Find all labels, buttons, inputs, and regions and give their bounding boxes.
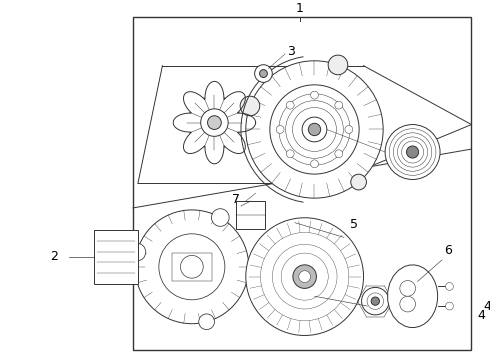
Circle shape xyxy=(400,296,416,312)
Circle shape xyxy=(208,116,221,130)
Text: 4: 4 xyxy=(477,309,485,322)
Circle shape xyxy=(293,108,337,152)
Circle shape xyxy=(255,65,272,82)
Circle shape xyxy=(286,101,343,158)
Circle shape xyxy=(389,129,436,175)
Polygon shape xyxy=(172,253,212,281)
Circle shape xyxy=(407,146,418,158)
Circle shape xyxy=(308,123,320,136)
Circle shape xyxy=(445,283,453,291)
Text: 2: 2 xyxy=(50,251,58,264)
Polygon shape xyxy=(236,201,266,229)
Circle shape xyxy=(281,253,328,300)
Circle shape xyxy=(371,297,379,305)
Circle shape xyxy=(201,109,228,136)
Text: 6: 6 xyxy=(444,244,452,257)
Circle shape xyxy=(276,126,284,134)
Circle shape xyxy=(293,265,317,288)
Circle shape xyxy=(286,150,294,158)
Text: 1: 1 xyxy=(296,2,304,15)
Circle shape xyxy=(180,256,203,278)
Circle shape xyxy=(261,233,349,321)
Circle shape xyxy=(393,133,432,171)
Circle shape xyxy=(362,287,389,315)
Circle shape xyxy=(311,91,319,99)
Text: 4: 4 xyxy=(483,300,490,312)
Bar xyxy=(94,230,138,284)
Circle shape xyxy=(199,314,215,330)
Circle shape xyxy=(299,271,311,283)
Circle shape xyxy=(311,160,319,168)
Text: 5: 5 xyxy=(350,218,358,231)
Circle shape xyxy=(367,293,384,309)
Circle shape xyxy=(272,244,337,309)
Text: 7: 7 xyxy=(232,193,240,206)
Circle shape xyxy=(246,218,364,336)
Circle shape xyxy=(240,96,260,116)
Circle shape xyxy=(286,101,294,109)
Circle shape xyxy=(385,125,440,180)
Circle shape xyxy=(400,280,416,296)
Circle shape xyxy=(135,210,249,324)
Circle shape xyxy=(212,209,229,226)
Circle shape xyxy=(402,141,423,163)
Circle shape xyxy=(397,137,428,167)
Polygon shape xyxy=(388,265,438,328)
Circle shape xyxy=(445,302,453,310)
Circle shape xyxy=(351,174,367,190)
Circle shape xyxy=(128,243,146,261)
Circle shape xyxy=(302,117,327,142)
Circle shape xyxy=(328,55,348,75)
Circle shape xyxy=(159,234,225,300)
Circle shape xyxy=(345,126,353,134)
Circle shape xyxy=(279,94,350,165)
Circle shape xyxy=(246,61,383,198)
Bar xyxy=(133,17,471,350)
Circle shape xyxy=(335,150,343,158)
Text: 3: 3 xyxy=(287,45,295,58)
Circle shape xyxy=(270,85,359,174)
Circle shape xyxy=(335,101,343,109)
Circle shape xyxy=(260,69,268,77)
